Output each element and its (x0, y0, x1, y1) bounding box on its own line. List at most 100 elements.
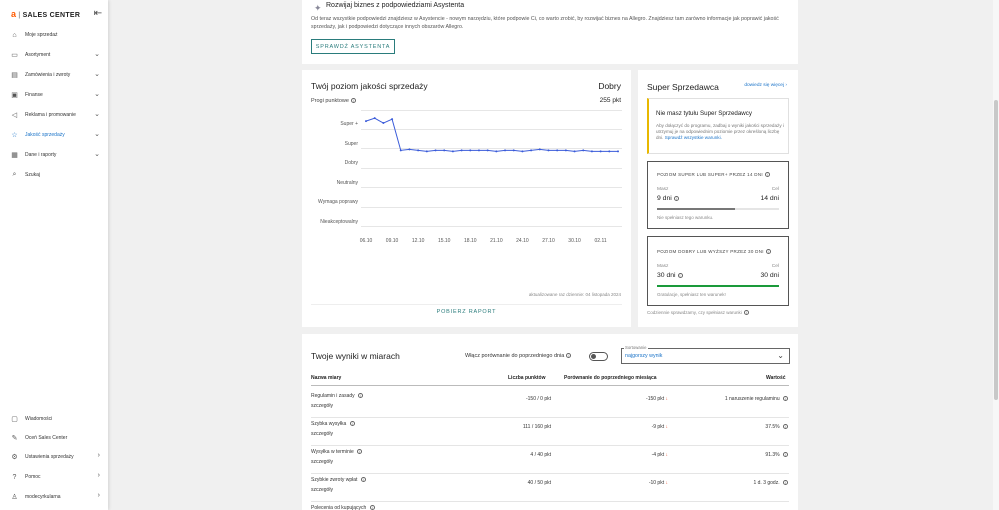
sidebar-item-wiadomosci[interactable]: ▢ Wiadomości (11, 416, 53, 423)
sidebar-item-reklama[interactable]: ◁ Reklama i promowanie ⌄ (11, 111, 100, 119)
condition-title: POZIOM DOBRY LUB WYŻSZY PRZEZ 30 DNI i (657, 249, 771, 255)
sort-label: Sortowanie (624, 345, 648, 350)
progress-fill (657, 208, 736, 210)
assistant-icon: ✦ (314, 3, 322, 13)
x-tick-label: 30.10 (568, 238, 581, 244)
super-seller-card: Super Sprzedawca dowiedz się więcej › Ni… (638, 70, 798, 327)
compare-toggle[interactable] (589, 352, 608, 361)
info-icon[interactable]: i (764, 172, 770, 178)
sidebar-item-zamowienia[interactable]: ▤ Zamówienia i zwroty ⌄ (11, 71, 100, 79)
arrow-down-icon: ↓ (665, 396, 669, 402)
x-tick-label: 06.10 (359, 238, 373, 244)
download-report-button[interactable]: POBIERZ RAPORT (436, 309, 497, 315)
metric-name: Szybkie zwroty wpłat i (311, 477, 366, 483)
quality-line-svg (365, 117, 619, 153)
info-icon[interactable]: i (783, 396, 788, 402)
info-icon[interactable]: i (349, 421, 355, 427)
sidebar-item-szukaj[interactable]: ⌕ Szukaj (12, 171, 41, 178)
quality-data-point (434, 149, 437, 152)
learn-more-link[interactable]: dowiedz się więcej › (744, 83, 787, 88)
metric-compare: -10 pkt ↓ (648, 480, 669, 486)
quality-chart: Super + Super Dobry Neutralny Wymaga pop… (302, 70, 631, 327)
sort-select[interactable]: Sortowanie najgorszy wynik ⌄ (621, 345, 790, 364)
details-link[interactable]: szczegóły (311, 403, 333, 409)
chevron-down-icon: ⌄ (94, 51, 100, 58)
sidebar-item-finanse[interactable]: ▣ Finanse ⌄ (11, 91, 100, 99)
info-icon[interactable]: i (369, 505, 375, 510)
metric-name: Polecenia od kupujących i (311, 505, 375, 510)
condition-box-14: POZIOM SUPER LUB SUPER+ PRZEZ 14 DNI i Ma… (647, 161, 789, 229)
chevron-down-icon: ⌄ (94, 111, 100, 118)
info-icon[interactable]: i (566, 353, 572, 359)
chevron-down-icon: ⌄ (94, 151, 100, 158)
all-conditions-link[interactable]: Sprawdź wszystkie warunki. (664, 135, 722, 140)
condition-note: Gratulacje, spełniasz ten warunek! (657, 292, 726, 297)
check-assistant-button[interactable]: SPRAWDŹ ASYSTENTA (311, 39, 395, 54)
chevron-right-icon: › (785, 83, 787, 88)
quality-data-point (365, 120, 367, 123)
info-icon[interactable]: i (783, 424, 788, 430)
sidebar-item-moje-sprzedaz[interactable]: ⌂ Moje sprzedaż (12, 31, 58, 39)
logo[interactable]: a | SALES CENTER (11, 9, 81, 19)
x-tick-label: 15.10 (437, 238, 451, 244)
details-link[interactable]: szczegóły (311, 487, 333, 493)
condition-title: POZIOM SUPER LUB SUPER+ PRZEZ 14 DNI i (657, 172, 770, 178)
info-icon[interactable]: i (358, 393, 364, 399)
megaphone-icon: ◁ (11, 112, 18, 119)
sidebar-item-ustawienia[interactable]: ⚙ Ustawienia sprzedaży › (11, 452, 100, 461)
quality-data-point (599, 150, 602, 153)
y-label: Neutralny (336, 180, 358, 186)
scrollbar[interactable] (993, 0, 999, 510)
sidebar-item-konto[interactable]: ♙ modecyrkularna › (11, 492, 100, 501)
arrow-down-icon: ↓ (665, 452, 669, 458)
box-icon: ▭ (11, 52, 18, 59)
no-title-box: Nie masz tytułu Super Sprzedawcy Aby doł… (647, 98, 789, 154)
quality-card: Twój poziom jakości sprzedaży Dobry Prog… (302, 70, 631, 327)
quality-series-line (365, 117, 618, 152)
metric-value: 1 naruszenie regulaminu i (725, 396, 788, 402)
info-icon[interactable]: i (350, 98, 356, 104)
sidebar-item-asortyment[interactable]: ▭ Asortyment ⌄ (11, 51, 100, 59)
quality-data-point (617, 150, 619, 153)
results-card: Twoje wyniki w miarach Włącz porównanie … (302, 334, 798, 510)
col-header-name: Nazwa miary (311, 375, 342, 381)
col-header-value: Wartość (766, 375, 786, 381)
x-tick-label: 12.10 (411, 238, 425, 244)
quality-title: Twój poziom jakości sprzedaży (311, 81, 428, 91)
have-label: Masz (657, 264, 669, 269)
metric-value: 37.5% i (765, 424, 788, 430)
chevron-down-icon: ⌄ (777, 351, 784, 360)
info-icon[interactable]: i (765, 249, 771, 255)
user-icon: ♙ (11, 494, 18, 501)
info-icon[interactable]: i (743, 310, 749, 316)
info-icon[interactable]: i (360, 477, 366, 483)
sidebar-item-pomoc[interactable]: ? Pomoc › (12, 472, 100, 481)
goal-value: 14 dni (760, 195, 779, 202)
info-icon[interactable]: i (673, 195, 679, 201)
x-tick-label: 24.10 (516, 238, 529, 244)
y-label: Wymaga poprawy (318, 199, 358, 205)
details-link[interactable]: szczegóły (311, 431, 333, 437)
info-icon[interactable]: i (783, 480, 788, 486)
scrollbar-thumb[interactable] (994, 100, 998, 400)
collapse-sidebar-icon[interactable]: ⇤ (93, 8, 103, 19)
info-icon[interactable]: i (357, 449, 363, 455)
table-row: Polecenia od kupujących i (302, 505, 798, 510)
arrow-down-icon: ↓ (665, 480, 669, 486)
sidebar-item-jakosc[interactable]: ☆ Jakość sprzedaży ⌄ (11, 131, 100, 139)
metric-points: 4 / 40 pkt (530, 452, 551, 458)
thresholds-label[interactable]: Progi punktowe i (311, 98, 356, 104)
table-row: Szybka wysyłka i szczegóły 111 / 160 pkt… (302, 421, 798, 449)
progress-track (657, 208, 779, 210)
sidebar-item-dane[interactable]: ▦ Dane i raporty ⌄ (11, 151, 100, 159)
super-seller-title: Super Sprzedawca (647, 82, 719, 92)
sidebar-item-ocen[interactable]: ✎ Oceń Sales Center (11, 435, 68, 442)
quality-data-point (460, 149, 463, 152)
sidebar: a | SALES CENTER ⇤ ⌂ Moje sprzedaż ▭ Asortym… (0, 0, 108, 510)
info-icon[interactable]: i (677, 272, 683, 278)
details-link[interactable]: szczegóły (311, 459, 333, 465)
message-icon: ▢ (11, 416, 18, 423)
quality-data-point (443, 149, 446, 152)
quality-data-point (495, 150, 498, 153)
info-icon[interactable]: i (783, 452, 788, 458)
